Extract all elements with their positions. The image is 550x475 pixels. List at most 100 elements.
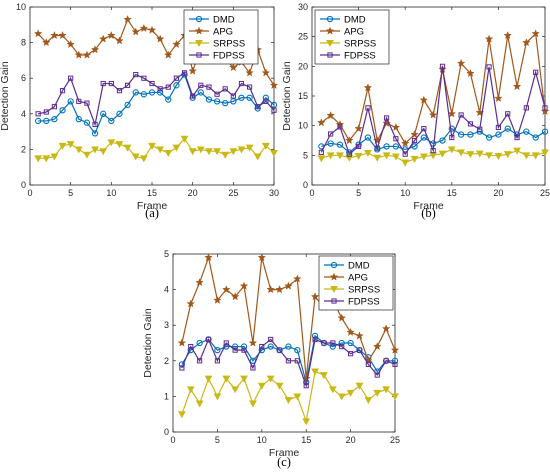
data-point-fdpss: [263, 98, 269, 104]
data-point-apg: [41, 38, 51, 47]
data-point-srpss: [229, 148, 238, 156]
series-fdpss: [35, 70, 277, 128]
data-point-dmd: [294, 346, 301, 354]
data-point-dmd: [238, 94, 245, 101]
data-point-srpss: [156, 146, 165, 154]
data-point-dmd: [276, 346, 283, 354]
data-point-srpss: [364, 396, 373, 404]
data-point-dmd: [270, 101, 278, 109]
data-point-dmd: [240, 343, 248, 350]
data-point-dmd: [311, 332, 319, 340]
data-point-apg: [372, 342, 382, 351]
panel-a: 0 5 10 15 20 25 30 0 2 4 6 8 10 Frame Detection Gain DM…: [0, 2, 279, 220]
data-point-fdpss: [259, 343, 265, 350]
series-apg: [317, 29, 550, 148]
data-point-dmd: [285, 343, 292, 350]
y-tick-label: 1: [164, 391, 169, 401]
x-tick-label: 15: [147, 188, 157, 198]
data-point-fdpss: [365, 105, 371, 111]
x-tick-label: 25: [540, 188, 550, 198]
data-point-srpss: [221, 151, 230, 159]
data-point-srpss: [261, 142, 270, 150]
y-tick-label: 4: [21, 109, 26, 119]
data-point-fdpss: [223, 340, 229, 346]
data-point-srpss: [213, 393, 222, 401]
y-tick-label: 5: [164, 249, 169, 259]
data-point-fdpss: [206, 84, 212, 90]
series-srpss: [317, 146, 549, 167]
data-point-srpss: [148, 142, 156, 150]
data-point-dmd: [232, 343, 239, 350]
data-point-fdpss: [285, 358, 292, 364]
x-tick-label: 5: [215, 435, 220, 445]
data-point-srpss: [447, 146, 456, 154]
data-point-fdpss: [179, 365, 185, 371]
data-point-srpss: [346, 389, 355, 397]
data-point-fdpss: [402, 151, 408, 157]
data-point-fdpss: [467, 121, 474, 127]
y-tick-label: 5: [303, 150, 308, 160]
data-point-dmd: [116, 110, 123, 117]
data-point-fdpss: [205, 336, 212, 343]
data-point-fdpss: [197, 358, 203, 364]
data-point-apg: [382, 118, 391, 127]
data-point-apg: [428, 110, 438, 119]
data-point-srpss: [107, 139, 116, 147]
data-point-dmd: [213, 98, 221, 105]
data-point-dmd: [485, 134, 493, 141]
x-tick-label: 20: [493, 188, 503, 198]
data-point-apg: [115, 36, 124, 45]
data-point-srpss: [354, 152, 363, 160]
x-tick-label: 25: [390, 435, 400, 445]
data-point-dmd: [327, 140, 334, 147]
data-point-srpss: [541, 149, 549, 157]
data-point-apg: [261, 68, 271, 77]
data-point-fdpss: [312, 336, 318, 343]
y-tick-label: 10: [16, 2, 26, 12]
y-tick-label: 2: [164, 356, 169, 366]
data-point-srpss: [139, 155, 148, 163]
data-point-srpss: [186, 386, 195, 394]
data-point-srpss: [83, 151, 91, 159]
series-line-fdpss: [320, 66, 546, 156]
data-point-dmd: [34, 117, 42, 125]
data-point-dmd: [205, 96, 213, 103]
data-point-srpss: [302, 418, 311, 426]
data-point-fdpss: [35, 111, 41, 117]
data-point-dmd: [246, 94, 253, 101]
data-point-fdpss: [173, 75, 180, 81]
data-point-srpss: [475, 150, 484, 158]
data-point-fdpss: [328, 131, 334, 137]
data-point-fdpss: [108, 80, 114, 87]
panel-c: 0 5 10 15 20 25 0 1 2 3 4 5 Frame Detection Gain DMDAP…: [142, 249, 400, 469]
data-point-apg: [346, 327, 355, 336]
data-point-srpss: [50, 153, 59, 161]
data-point-apg: [310, 292, 320, 301]
data-point-dmd: [338, 339, 345, 347]
legend-label: SRPSS: [348, 284, 380, 295]
data-point-srpss: [337, 393, 346, 401]
data-point-srpss: [326, 152, 335, 160]
data-point-fdpss: [157, 86, 163, 92]
data-point-dmd: [83, 119, 91, 126]
data-point-fdpss: [165, 84, 171, 90]
x-tick-label: 5: [68, 188, 73, 198]
data-point-apg: [391, 122, 401, 132]
data-point-srpss: [164, 149, 173, 157]
data-point-srpss: [231, 386, 240, 394]
panel-b: 0 5 10 15 20 25 0 5 10 15 20 25 30 Frame Detection Gai…: [281, 2, 550, 220]
data-point-dmd: [467, 131, 474, 138]
data-point-fdpss: [268, 336, 274, 343]
data-point-dmd: [364, 134, 372, 141]
data-point-srpss: [382, 152, 391, 160]
data-point-fdpss: [181, 70, 188, 76]
data-point-srpss: [205, 148, 213, 156]
data-point-fdpss: [214, 358, 221, 364]
data-point-fdpss: [303, 383, 309, 389]
data-point-dmd: [523, 128, 530, 135]
data-point-apg: [266, 285, 275, 294]
